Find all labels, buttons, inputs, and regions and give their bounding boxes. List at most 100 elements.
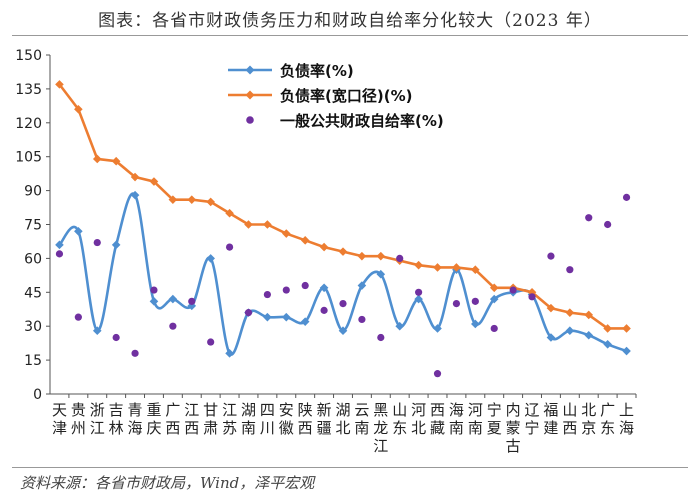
series-2-dot xyxy=(150,286,158,294)
y-tick-label: 45 xyxy=(24,285,42,301)
series-2-dot xyxy=(622,193,631,201)
series-2-dot xyxy=(339,300,347,308)
series-1-point xyxy=(187,195,197,204)
x-tick-label: 辽宁 xyxy=(525,401,540,437)
series-1-point xyxy=(357,251,367,261)
series-2-dot xyxy=(415,288,423,296)
y-tick-label: 60 xyxy=(24,251,42,267)
series-2-dot xyxy=(207,338,215,346)
series-2-dot xyxy=(566,266,574,274)
series-0-point xyxy=(603,339,612,349)
y-tick-label: 75 xyxy=(24,218,42,234)
series-1-point xyxy=(149,177,159,186)
series-1-point xyxy=(376,251,386,261)
series-2-dot xyxy=(55,250,64,258)
series-0-point xyxy=(376,269,386,279)
y-tick-label: 135 xyxy=(15,82,42,98)
legend-marker-0 xyxy=(245,65,255,75)
series-2-dot xyxy=(282,286,290,294)
y-tick-label: 30 xyxy=(24,319,42,335)
series-2-dot xyxy=(490,324,498,333)
series-0-point xyxy=(395,321,405,331)
series-1-point xyxy=(300,236,310,245)
series-1-point xyxy=(603,324,612,333)
series-2-dot xyxy=(225,243,234,251)
series-0-point xyxy=(546,333,556,342)
series-layer xyxy=(55,80,631,378)
x-tick-label: 云南 xyxy=(354,401,369,437)
x-tick-label: 上海 xyxy=(619,401,634,437)
source-note: 资料来源：各省市财政局，Wind，泽平宏观 xyxy=(20,474,315,492)
series-0-point xyxy=(92,326,102,336)
series-1-point xyxy=(622,324,631,333)
x-tick-label: 黑龙江 xyxy=(373,401,388,455)
series-2-dot xyxy=(433,370,442,378)
legend-label-1: 负债率(宽口径)(%) xyxy=(280,87,412,105)
series-2-dot xyxy=(74,313,82,321)
y-tick-label: 150 xyxy=(15,48,42,64)
legend-marker-2 xyxy=(246,116,254,124)
series-1-point xyxy=(111,156,121,166)
series-0-point xyxy=(338,326,348,336)
series-0-point xyxy=(565,326,575,336)
x-tick-label: 新疆 xyxy=(317,401,332,437)
x-tick-label: 北京 xyxy=(581,401,596,437)
series-1-point xyxy=(281,229,291,238)
series-0-point xyxy=(319,283,329,293)
series-1-point xyxy=(244,220,253,229)
x-tick-label: 陕西 xyxy=(298,401,313,437)
series-1-point xyxy=(263,220,272,229)
series-0-point xyxy=(357,281,367,290)
legend[interactable]: 负债率(%) 负债率(宽口径)(%) 一般公共财政自给率(%) xyxy=(228,62,444,130)
series-0-point xyxy=(225,349,234,358)
x-tick-label: 宁夏 xyxy=(487,401,502,437)
series-1-point xyxy=(452,263,461,272)
series-0-point xyxy=(622,346,631,356)
legend-label-0: 负债率(%) xyxy=(280,62,354,80)
y-tick-label: 15 xyxy=(24,353,42,369)
series-2-dot xyxy=(112,333,120,342)
series-2-dot xyxy=(244,309,253,317)
series-1-point xyxy=(74,104,83,114)
series-2-dot xyxy=(377,333,385,342)
series-2-dot xyxy=(169,322,177,330)
series-1-point xyxy=(319,242,329,252)
series-0-point xyxy=(168,294,178,304)
series-1-point xyxy=(489,283,499,293)
series-1-point xyxy=(55,80,64,89)
x-tick-label: 西藏 xyxy=(430,401,445,437)
series-2-dot xyxy=(547,252,555,260)
y-tick-label: 0 xyxy=(33,387,42,403)
title-divider xyxy=(12,35,688,36)
series-1-point xyxy=(414,260,423,270)
x-tick-label: 海南 xyxy=(449,401,464,437)
series-2-dot xyxy=(263,290,271,299)
series-0-point xyxy=(149,297,159,306)
series-2-dot xyxy=(528,293,536,301)
series-2-dot xyxy=(131,349,139,357)
series-1-point xyxy=(338,247,348,256)
series-0-point xyxy=(300,317,310,326)
x-tick-label: 山东 xyxy=(392,401,407,437)
y-axis-ticks: 0 15 30 45 60 75 90 105 120 135 150 xyxy=(15,48,50,403)
y-tick-label: 120 xyxy=(15,116,42,132)
x-tick-label: 浙江 xyxy=(90,401,105,437)
series-2-dot xyxy=(358,315,366,324)
series-0-point xyxy=(489,294,499,304)
x-tick-label: 重庆 xyxy=(146,401,161,437)
series-0-point xyxy=(55,240,64,250)
series-0-point xyxy=(414,294,423,304)
series-1-point xyxy=(225,208,234,218)
x-tick-label: 甘肃 xyxy=(203,401,218,437)
series-0-point xyxy=(130,190,140,200)
x-tick-label: 山西 xyxy=(562,401,577,437)
x-tick-label: 湖北 xyxy=(335,401,350,437)
series-2-dot xyxy=(320,306,328,314)
series-0-point xyxy=(433,324,442,333)
x-tick-label: 吉林 xyxy=(109,401,124,437)
series-2-dot xyxy=(396,254,404,262)
x-tick-label: 江苏 xyxy=(222,401,237,437)
series-1-point xyxy=(130,172,140,182)
series-1-point xyxy=(471,265,480,274)
